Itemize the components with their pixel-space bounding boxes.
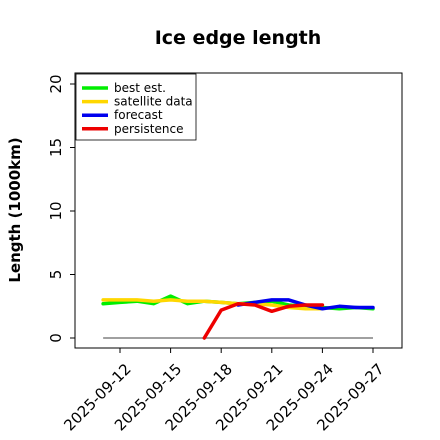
x-axis: 2025-09-122025-09-152025-09-182025-09-21… bbox=[60, 348, 388, 434]
chart-title: Ice edge length bbox=[155, 27, 322, 49]
y-tick-label: 15 bbox=[47, 138, 65, 157]
series-line-persistence bbox=[202, 301, 325, 340]
legend-label: persistence bbox=[114, 122, 183, 136]
y-tick-label: 5 bbox=[47, 270, 65, 280]
y-tick-label: 10 bbox=[47, 201, 65, 220]
legend: best est.satellite dataforecastpersisten… bbox=[75, 73, 197, 141]
y-tick-label: 20 bbox=[47, 74, 65, 93]
legend-label: satellite data bbox=[114, 95, 193, 109]
legend-label: best est. bbox=[114, 81, 166, 95]
legend-label: forecast bbox=[114, 108, 163, 122]
series-group bbox=[101, 294, 375, 340]
y-axis-label: Length (1000km) bbox=[6, 137, 24, 282]
y-axis: 0 5 10 15 20 bbox=[47, 74, 75, 343]
y-tick-label: 0 bbox=[47, 333, 65, 343]
